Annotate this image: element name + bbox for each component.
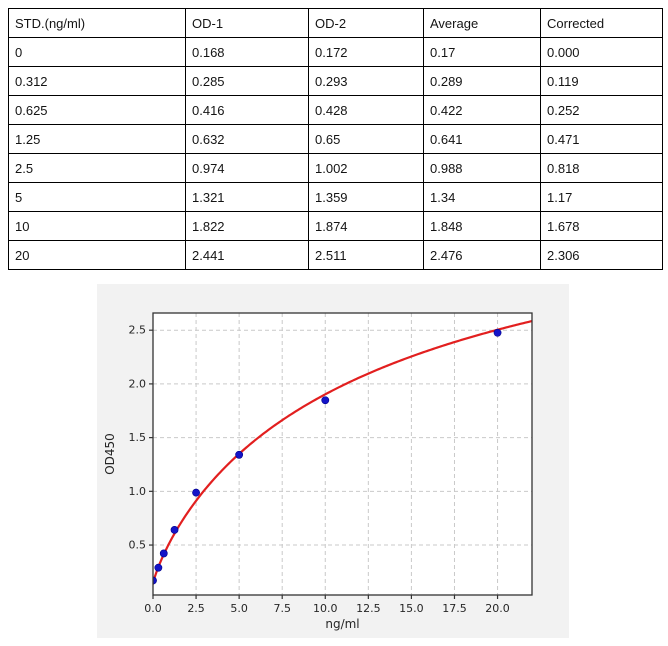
- table-cell: 2.306: [540, 240, 663, 270]
- data-point: [170, 525, 179, 534]
- table-cell: 10: [8, 211, 186, 241]
- x-tick-label: 0.0: [144, 602, 162, 615]
- table-cell: 0.625: [8, 95, 186, 125]
- plot-area: [153, 313, 532, 595]
- table-cell: 1.17: [540, 182, 663, 212]
- x-tick-label: 7.5: [273, 602, 291, 615]
- data-point: [493, 328, 502, 337]
- table-cell: 0.988: [423, 153, 541, 183]
- table-cell: 0.471: [540, 124, 663, 154]
- table-cell: 0.641: [423, 124, 541, 154]
- table-cell: 0.17: [423, 37, 541, 67]
- table-row: 0 0.168 0.172 0.17 0.000: [8, 37, 663, 67]
- table-cell: 0.818: [540, 153, 663, 183]
- table-cell: 2.5: [8, 153, 186, 183]
- standard-curve-figure: 0.0 2.5 5.0 7.5 10.0 12.5 15.0 17.5 20.0 0.5 1.0 1.…: [97, 284, 569, 638]
- x-tick-label: 12.5: [356, 602, 381, 615]
- x-tick-label: 5.0: [230, 602, 248, 615]
- data-points: [153, 328, 502, 585]
- table-cell: 1.848: [423, 211, 541, 241]
- table-row: 20 2.441 2.511 2.476 2.306: [8, 240, 663, 270]
- table-row: 5 1.321 1.359 1.34 1.17: [8, 182, 663, 212]
- x-tick-label: 17.5: [442, 602, 467, 615]
- table-cell: 1.874: [308, 211, 424, 241]
- table-cell: 0.000: [540, 37, 663, 67]
- table-row: 2.5 0.974 1.002 0.988 0.818: [8, 153, 663, 183]
- table-cell: 20: [8, 240, 186, 270]
- grid-lines: [153, 313, 532, 595]
- x-tick-label: 10.0: [313, 602, 338, 615]
- table-cell: 1.34: [423, 182, 541, 212]
- column-header: OD-2: [308, 8, 424, 38]
- data-point: [159, 549, 168, 558]
- data-point: [321, 396, 330, 405]
- x-axis-label: ng/ml: [325, 617, 359, 631]
- table-cell: 0.168: [185, 37, 309, 67]
- data-point: [235, 450, 244, 459]
- y-tick-label: 0.5: [129, 539, 147, 552]
- column-header: STD.(ng/ml): [8, 8, 186, 38]
- table-cell: 0.428: [308, 95, 424, 125]
- table-row: 10 1.822 1.874 1.848 1.678: [8, 211, 663, 241]
- table-row: 0.312 0.285 0.293 0.289 0.119: [8, 66, 663, 96]
- table-cell: 2.441: [185, 240, 309, 270]
- y-tick-label: 1.0: [129, 485, 147, 498]
- y-axis-label: OD450: [103, 433, 117, 475]
- table-cell: 5: [8, 182, 186, 212]
- table-cell: 0.119: [540, 66, 663, 96]
- table-cell: 1.678: [540, 211, 663, 241]
- standards-table: STD.(ng/ml) OD-1 OD-2 Average Corrected 0 0.1…: [8, 8, 663, 270]
- table-cell: 0.632: [185, 124, 309, 154]
- x-tick-label: 20.0: [485, 602, 510, 615]
- data-point: [154, 563, 163, 572]
- table-cell: 0.416: [185, 95, 309, 125]
- table-cell: 1.002: [308, 153, 424, 183]
- table-cell: 0.312: [8, 66, 186, 96]
- table-cell: 0.252: [540, 95, 663, 125]
- table-cell: 0.65: [308, 124, 424, 154]
- table-cell: 1.321: [185, 182, 309, 212]
- column-header: OD-1: [185, 8, 309, 38]
- tick-marks: [149, 329, 499, 599]
- table-row: 0.625 0.416 0.428 0.422 0.252: [8, 95, 663, 125]
- table-cell: 2.511: [308, 240, 424, 270]
- table-cell: 1.822: [185, 211, 309, 241]
- table-cell: 0.289: [423, 66, 541, 96]
- data-point: [192, 488, 200, 497]
- table-row: 1.25 0.632 0.65 0.641 0.471: [8, 124, 663, 154]
- y-tick-label: 2.0: [129, 377, 147, 390]
- table-header-row: STD.(ng/ml) OD-1 OD-2 Average Corrected: [8, 8, 663, 38]
- standard-curve-chart: 0.0 2.5 5.0 7.5 10.0 12.5 15.0 17.5 20.0 0.5 1.0 1.…: [97, 284, 569, 638]
- table-cell: 0.974: [185, 153, 309, 183]
- column-header: Corrected: [540, 8, 663, 38]
- tick-labels: 0.0 2.5 5.0 7.5 10.0 12.5 15.0 17.5 20.0 0.5 1.0 1.…: [129, 324, 510, 615]
- column-header: Average: [423, 8, 541, 38]
- plot-border: [152, 312, 533, 596]
- x-tick-label: 2.5: [187, 602, 205, 615]
- table-cell: 2.476: [423, 240, 541, 270]
- x-tick-label: 15.0: [399, 602, 424, 615]
- table-cell: 0.293: [308, 66, 424, 96]
- y-tick-label: 1.5: [129, 431, 147, 444]
- y-tick-label: 2.5: [129, 324, 147, 337]
- table-cell: 1.25: [8, 124, 186, 154]
- table-cell: 1.359: [308, 182, 424, 212]
- table-cell: 0.422: [423, 95, 541, 125]
- table-cell: 0: [8, 37, 186, 67]
- table-cell: 0.172: [308, 37, 424, 67]
- fit-curve-line: [153, 319, 532, 585]
- table-cell: 0.285: [185, 66, 309, 96]
